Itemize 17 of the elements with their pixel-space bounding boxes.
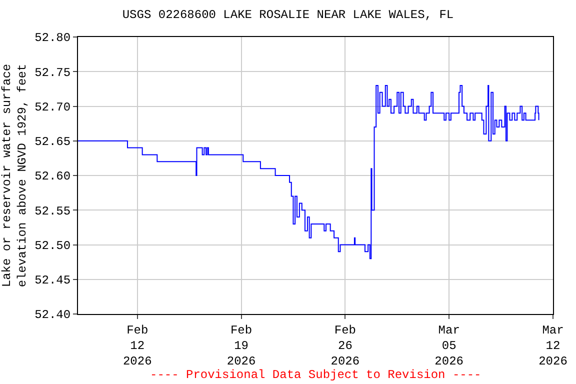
x-tick-label: Feb 19 2026 (226, 323, 256, 369)
y-axis-title: Lake or reservoir water surface elevation above NGVD 1929, feet (0, 64, 30, 288)
y-tick-label: 52.55 (34, 204, 71, 218)
y-tick-label: 52.65 (34, 135, 71, 150)
chart-title: USGS 02268600 LAKE ROSALIE NEAR LAKE WALES, FL (122, 8, 454, 22)
x-tick-label: Feb 12 2026 (122, 323, 152, 369)
y-tick-label: 52.60 (34, 170, 71, 184)
x-tick-label: Mar 12 2026 (538, 323, 568, 369)
text: ---- Provisional Data Subject to Revision ---- (150, 368, 482, 382)
y-tick-label: 52.75 (34, 66, 71, 80)
y-tick-label: 52.50 (34, 238, 71, 253)
y-tick-label: 52.40 (34, 308, 71, 322)
y-tick-label: 52.80 (34, 31, 71, 46)
x-tick-label: Feb 26 2026 (330, 323, 360, 369)
y-tick-label: 52.45 (34, 274, 71, 288)
y-tick-label: 52.70 (34, 100, 71, 114)
x-tick-label: Mar 05 2026 (434, 323, 464, 369)
